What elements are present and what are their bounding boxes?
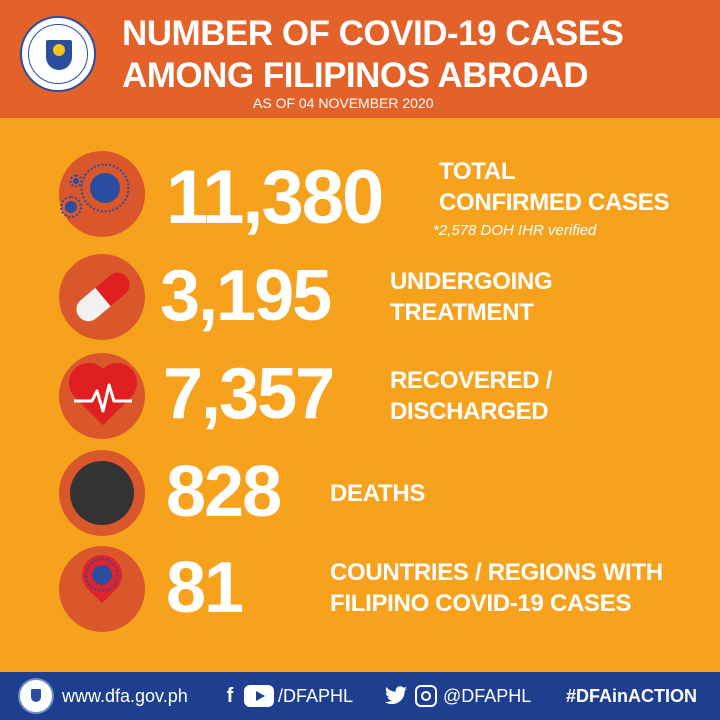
facebook-icon[interactable]: f [226,685,234,707]
website-link[interactable]: www.dfa.gov.ph [62,686,188,706]
header-banner: NUMBER OF COVID-19 CASES AMONG FILIPINOS… [0,0,720,118]
footer-dfa-seal-logo [18,678,54,714]
seal-ring [28,24,88,84]
total-confirmed-label-1: TOTAL [439,158,516,185]
virus-large-icon [90,173,120,203]
countries-value: 81 [166,548,244,628]
dfa-seal-logo [20,16,96,92]
countries-label-2: FILIPINO COVID-19 CASES [330,590,632,617]
virus-small-icon [65,201,77,213]
death-icon [70,461,134,525]
as-of-date: AS OF 04 NOVEMBER 2020 [253,95,434,111]
deaths-value: 828 [166,452,282,532]
undergoing-treatment-value: 3,195 [160,256,332,336]
undergoing-treatment-label-1: UNDERGOING [390,268,553,295]
total-confirmed-label-2: CONFIRMED CASES [439,189,670,216]
doh-verified-note: *2,578 DOH IHR verified [433,222,597,239]
facebook-youtube-handle[interactable]: /DFAPHL [278,686,354,706]
twitter-icon[interactable] [384,686,408,706]
twitter-instagram-handle[interactable]: @DFAPHL [443,686,532,706]
recovered-label-1: RECOVERED / [390,367,553,394]
pin-virus-icon [92,565,112,585]
recovered-label-2: DISCHARGED [390,398,549,425]
countries-label-1: COUNTRIES / REGIONS WITH [330,559,663,586]
undergoing-treatment-label-2: TREATMENT [390,299,534,326]
youtube-icon[interactable] [244,685,274,707]
title-line-2: AMONG FILIPINOS ABROAD [122,56,589,95]
virus-tiny-icon [73,178,79,184]
footer-bar: www.dfa.gov.ph f /DFAPHL @DFAPHL #DFAinA… [0,672,720,720]
total-confirmed-value: 11,380 [166,155,384,240]
heartbeat-icon [74,383,132,413]
deaths-label: DEATHS [330,480,426,507]
recovered-value: 7,357 [163,354,335,434]
hashtag: #DFAinACTION [566,686,698,706]
title-line-1: NUMBER OF COVID-19 CASES [122,14,624,53]
instagram-icon[interactable] [415,685,437,707]
seal-shield-icon [46,40,72,70]
